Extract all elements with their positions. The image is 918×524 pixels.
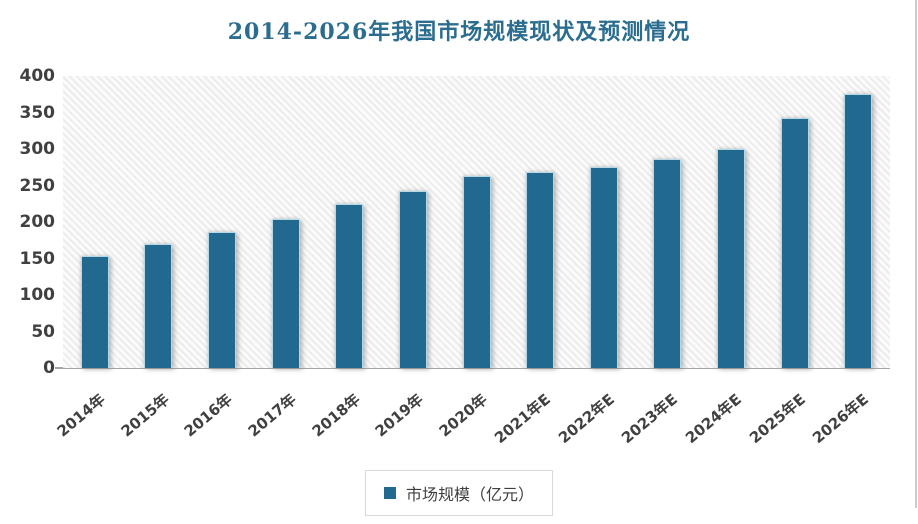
y-axis-tick-label: 0 bbox=[43, 358, 55, 378]
bar bbox=[208, 232, 237, 368]
legend-swatch bbox=[383, 487, 396, 499]
y-axis-tick-label: 150 bbox=[19, 248, 56, 269]
y-axis-tick-label: 50 bbox=[31, 321, 55, 342]
y-axis-tick-label: 250 bbox=[19, 175, 56, 196]
plot-area bbox=[63, 76, 890, 368]
bar bbox=[144, 244, 173, 368]
y-axis-tick-label: 200 bbox=[19, 212, 56, 232]
bar bbox=[589, 167, 618, 368]
bar bbox=[80, 256, 109, 368]
legend: 市场规模（亿元） bbox=[364, 470, 554, 516]
x-axis-line bbox=[55, 367, 890, 369]
legend-label: 市场规模（亿元） bbox=[405, 485, 535, 504]
bar bbox=[335, 204, 364, 368]
y-axis-tick-label: 400 bbox=[19, 66, 56, 86]
y-axis-tick-label: 350 bbox=[19, 102, 56, 123]
bar bbox=[716, 149, 745, 368]
bar bbox=[271, 219, 300, 368]
bar bbox=[780, 118, 809, 368]
x-axis-label: 2026年E bbox=[809, 390, 873, 448]
chart-title: 2014-2026年我国市场规模现状及预测情况 bbox=[227, 19, 691, 45]
bar bbox=[526, 172, 555, 368]
right-edge-line bbox=[915, 0, 917, 508]
bar bbox=[844, 94, 873, 368]
y-axis-tick-label: 100 bbox=[19, 285, 56, 305]
bar bbox=[462, 176, 491, 368]
bar bbox=[398, 191, 427, 368]
y-axis-tick-label: 300 bbox=[19, 139, 56, 159]
bar bbox=[653, 159, 682, 368]
